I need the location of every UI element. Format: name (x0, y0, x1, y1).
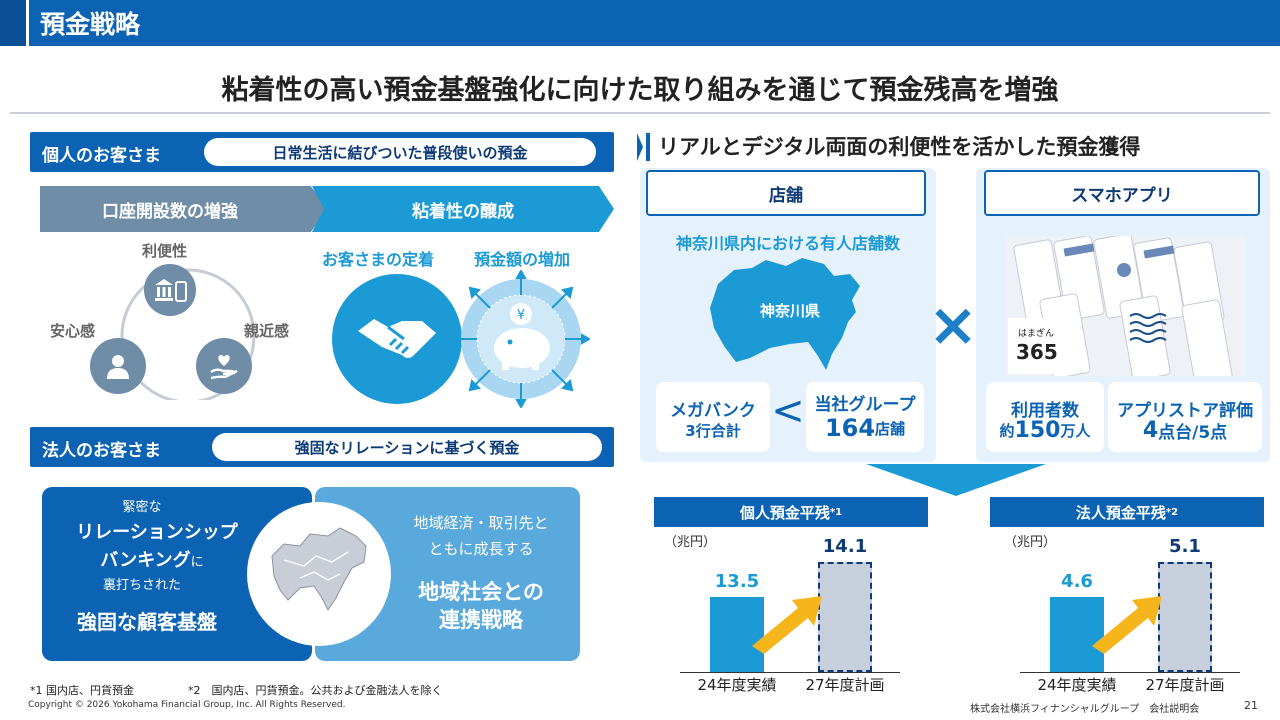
header-divider (26, 0, 29, 46)
corp-left-line5: 強固な顧客基盤 (77, 610, 217, 634)
chart1-title: 個人預金平残 *1 (654, 497, 928, 527)
chart1-value-label: 13.5 (714, 571, 760, 592)
triangle-label-security: 安心感 (50, 322, 96, 340)
corp-left-line4: 裏打ちされた (102, 578, 181, 593)
chart2-value-label: 4.6 (1061, 571, 1093, 592)
individual-label: 個人のお客さま (42, 146, 161, 166)
step-account-openings: 口座開設数の増強 (40, 186, 328, 232)
group-box (806, 382, 924, 452)
corp-right-line4: 連携戦略 (439, 608, 523, 632)
heading-arrow-icon (637, 133, 643, 161)
bank-icon (144, 264, 196, 316)
megabank-label: メガバンク (670, 401, 756, 421)
app-logo-big: 365 (1016, 340, 1058, 364)
corporate-label: 法人のお客さま (42, 441, 161, 461)
individual-pill: 日常生活に結びついた普段使いの預金 (204, 138, 596, 166)
deposit-increase-title: 預金額の増加 (474, 250, 571, 269)
cross-icon: × (927, 290, 979, 360)
corp-right-line3: 地域社会との (418, 580, 544, 604)
chart1-growth-arrow-icon (752, 596, 822, 654)
footnote-1: *1 国内店、円貨預金 (30, 684, 134, 697)
subtitle-rule (10, 112, 1270, 114)
megabank-box (656, 382, 770, 452)
rating-value: 4 点台/5点 (1142, 418, 1228, 443)
chart2-unit: （兆円） (1004, 535, 1057, 550)
company-footer: 株式会社横浜フィナンシャルグループ 会社説明会 (970, 704, 1200, 715)
corp-right-line1: 地域経済・取引先と (413, 514, 549, 532)
chart1-value-label: 14.1 (822, 536, 868, 557)
chart2-bar-plan (1158, 562, 1212, 672)
app-title: スマホアプリ (984, 170, 1260, 216)
megabank-sub: 3行合計 (685, 422, 741, 440)
corp-left-line2: リレーションシップ (76, 522, 238, 543)
kanagawa-map-icon: 神奈川県 (700, 250, 880, 375)
chart1-baseline (680, 672, 900, 673)
down-arrow-icon (866, 464, 1046, 496)
store-subtitle: 神奈川県内における有人店舗数 (675, 234, 900, 253)
chart1-bar-actual (710, 597, 764, 672)
triangle-label-familiarity: 親近感 (244, 322, 290, 340)
users-value: 約 150 万人 (999, 418, 1091, 443)
chart1-plot: 13.5 24年度実績 14.1 27年度計画 (680, 536, 900, 694)
kanagawa-outline-icon (244, 486, 394, 662)
rating-box (1108, 382, 1262, 452)
rating-label: アプリストア評価 (1117, 401, 1253, 421)
chart2-bar-actual (1050, 597, 1104, 672)
triangle-label-convenience: 利便性 (142, 242, 188, 260)
chart2-title: 法人預金平残 *2 (990, 497, 1264, 527)
map-label: 神奈川県 (759, 302, 820, 320)
heart-hand-icon (196, 338, 252, 394)
page-subtitle: 粘着性の高い預金基盤強化に向けた取り組みを通じて預金残高を増強 (221, 75, 1059, 106)
chart2-value-label: 5.1 (1169, 536, 1201, 557)
less-than-sign: < (771, 388, 805, 434)
chart2-x-label: 24年度実績 (1037, 676, 1117, 694)
chart2-plot: 4.6 24年度実績 5.1 27年度計画 (1020, 536, 1240, 694)
header-bar (0, 0, 1280, 46)
page-title: 預金戦略 (40, 10, 141, 39)
svg-text:¥: ¥ (517, 308, 525, 323)
copyright: Copyright © 2026 Yokohama Financial Grou… (28, 700, 346, 710)
group-count: 164 店舗 (824, 414, 906, 442)
chart1-bar-plan (818, 562, 872, 672)
app-logo-small: はまぎん (1018, 329, 1055, 339)
app-logo: はまぎん 365 (1008, 318, 1064, 374)
users-label: 利用者数 (1011, 401, 1079, 421)
chart1-x-label: 27年度計画 (805, 676, 885, 694)
header-accent (0, 0, 26, 46)
chart2-growth-arrow-icon (1092, 596, 1162, 654)
step-stickiness: 粘着性の醸成 (312, 186, 614, 232)
right-heading: リアルとデジタル両面の利便性を活かした預金獲得 (658, 135, 1141, 159)
person-icon (90, 338, 146, 394)
handshake-icon (332, 274, 462, 404)
footnote-2: *2 国内店、円貨預金。公共および金融法人を除く (188, 684, 443, 697)
page-number: 21 (1244, 699, 1258, 712)
chart2-x-label: 27年度計画 (1145, 676, 1225, 694)
triangle-ring (120, 268, 256, 400)
corporate-pill: 強固なリレーションに基づく預金 (212, 433, 602, 461)
users-box (986, 382, 1104, 452)
app-screenshots-image: はまぎん 365 (1006, 236, 1246, 376)
group-label: 当社グループ (814, 395, 916, 415)
corp-left-line1: 緊密な (122, 500, 162, 515)
chart1-unit: （兆円） (664, 535, 717, 550)
corp-right-line2: ともに成長する (428, 540, 534, 558)
heading-bar (646, 133, 650, 161)
retention-title: お客さまの定着 (322, 250, 435, 269)
corp-left-line3: バンキングに (100, 550, 204, 571)
chart2-baseline (1020, 672, 1240, 673)
piggy-bank-icon: ¥ (450, 268, 592, 410)
store-title: 店舗 (646, 170, 926, 216)
chart1-x-label: 24年度実績 (697, 676, 777, 694)
